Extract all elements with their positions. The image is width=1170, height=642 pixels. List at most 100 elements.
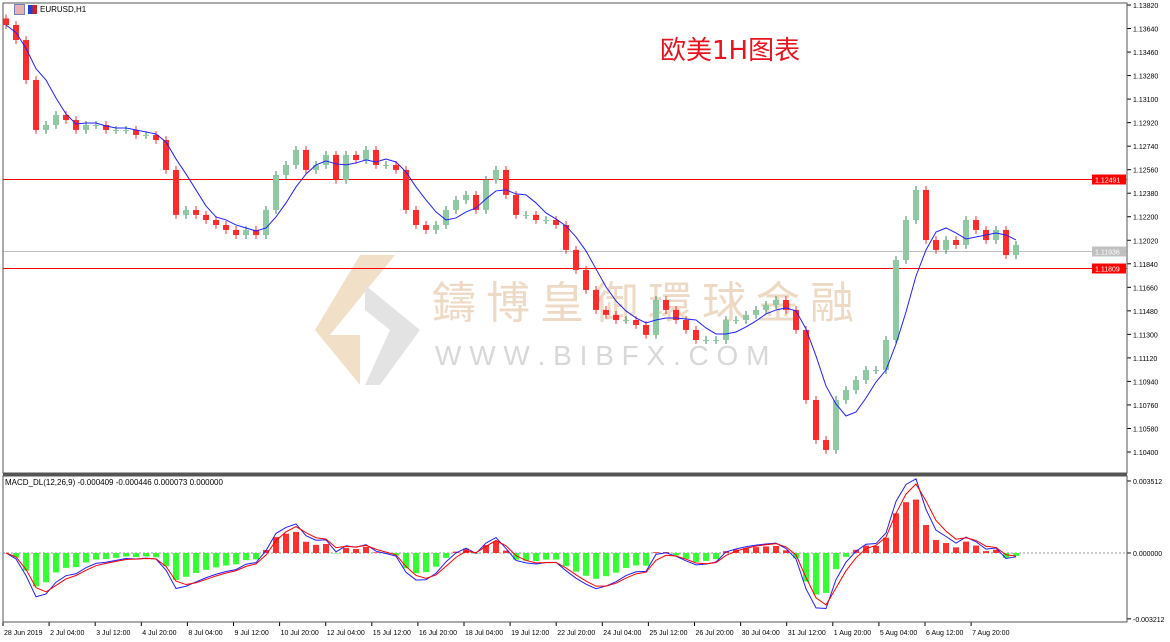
candle-body	[23, 40, 29, 81]
price-tick-label: 1.11480	[1133, 309, 1158, 316]
price-tick-label: 1.13280	[1133, 74, 1158, 81]
macd-histogram-bar	[243, 553, 249, 561]
macd-histogram-bar	[923, 525, 929, 553]
candle-body	[923, 189, 929, 240]
candle-body	[893, 259, 899, 340]
candle-body	[963, 220, 969, 245]
chart-type-icon	[28, 5, 37, 14]
candle-body	[103, 124, 109, 130]
price-tick-label: 1.13100	[1133, 97, 1158, 104]
candle-body	[993, 229, 999, 240]
candle-body	[673, 309, 679, 320]
candle-body	[383, 164, 389, 166]
candle-body	[583, 269, 589, 290]
macd-histogram-bar	[513, 553, 519, 560]
macd-histogram-bar	[373, 552, 379, 553]
candle-body	[513, 194, 519, 215]
macd-histogram-bar	[43, 553, 49, 583]
macd-histogram-bar	[833, 553, 839, 570]
chart-title: EURUSD,H1	[14, 4, 86, 15]
macd-histogram-bar	[183, 553, 189, 577]
macd-histogram-bar	[143, 553, 149, 557]
macd-tick-label: 0.000000	[1133, 551, 1162, 558]
macd-histogram-bar	[713, 553, 719, 560]
candle-body	[943, 239, 949, 250]
macd-histogram-bar	[893, 513, 899, 553]
price-tick-label: 1.12200	[1133, 215, 1158, 222]
candle-body	[3, 18, 9, 25]
symbol-label: EURUSD,H1	[40, 5, 87, 14]
macd-histogram-bar	[113, 553, 119, 558]
candle-body	[253, 229, 259, 236]
price-tick-label: 1.12020	[1133, 238, 1158, 245]
macd-histogram-bar	[153, 553, 159, 558]
candle-body	[373, 149, 379, 165]
candle-body	[633, 319, 639, 325]
macd-histogram-bar	[803, 553, 809, 582]
macd-histogram-bar	[563, 553, 569, 567]
macd-histogram-bar	[653, 552, 659, 553]
macd-histogram-bar	[883, 537, 889, 553]
macd-histogram-bar	[973, 545, 979, 553]
candle-body	[223, 224, 229, 230]
price-tick-label: 1.11300	[1133, 332, 1158, 339]
price-tick-label: 1.13460	[1133, 50, 1158, 57]
macd-histogram-bar	[93, 553, 99, 560]
candle-body	[443, 209, 449, 225]
macd-histogram-bar	[253, 553, 259, 560]
macd-histogram-bar	[23, 553, 29, 571]
macd-signal-line	[5, 483, 1017, 606]
candle-body	[733, 319, 739, 321]
candle-body	[43, 124, 49, 130]
macd-histogram-bar	[323, 543, 329, 553]
candle-body	[693, 329, 699, 340]
candle-body	[33, 80, 39, 130]
candle-body	[643, 324, 649, 335]
macd-histogram-bar	[873, 545, 879, 553]
macd-histogram-bar	[533, 553, 539, 562]
price-level-badge	[1092, 174, 1126, 185]
candle-body	[483, 179, 489, 210]
candle-body	[203, 214, 209, 221]
candle-body	[243, 229, 249, 236]
candle-body	[843, 390, 849, 400]
macd-panel	[3, 478, 1127, 610]
candle-body	[313, 164, 319, 170]
price-tick-label: 1.13640	[1133, 27, 1158, 34]
macd-histogram-bar	[163, 553, 169, 567]
macd-histogram-bar	[213, 553, 219, 568]
time-tick-label: 28 Jun 2019	[4, 630, 43, 637]
price-tick-label: 1.10580	[1133, 426, 1158, 433]
macd-histogram-bar	[593, 553, 599, 579]
time-tick-label: 16 Jul 20:00	[419, 630, 457, 637]
price-level-badge	[1092, 246, 1126, 257]
macd-histogram-bar	[453, 551, 459, 553]
candle-body	[853, 379, 859, 391]
candle-body	[723, 319, 729, 340]
candle-body	[303, 149, 309, 170]
price-tick-label: 1.10940	[1133, 379, 1158, 386]
macd-histogram-bar	[173, 553, 179, 581]
candle-body	[153, 134, 159, 141]
price-tick-label: 1.10760	[1133, 403, 1158, 410]
candle-body	[403, 169, 409, 210]
macd-histogram-bar	[603, 553, 609, 577]
macd-histogram-bar	[913, 499, 919, 553]
candle-body	[823, 439, 829, 450]
macd-histogram-bar	[553, 553, 559, 560]
candle-body	[393, 164, 399, 170]
price-tick-label: 1.12920	[1133, 121, 1158, 128]
candle-body	[903, 220, 909, 260]
candle-body	[283, 164, 289, 175]
macd-histogram-bar	[503, 550, 509, 553]
time-tick-label: 18 Jul 04:00	[465, 630, 503, 637]
candle-body	[863, 370, 869, 380]
macd-histogram-bar	[263, 549, 269, 553]
candle-body	[883, 339, 889, 371]
macd-histogram-bar	[123, 553, 129, 557]
candle-body	[813, 399, 819, 440]
time-tick-label: 7 Aug 20:00	[972, 630, 1009, 637]
macd-histogram-bar	[843, 553, 849, 557]
macd-histogram-bar	[353, 549, 359, 553]
